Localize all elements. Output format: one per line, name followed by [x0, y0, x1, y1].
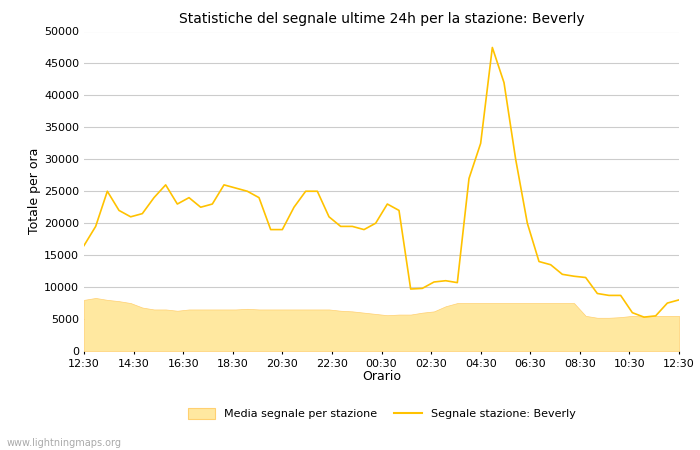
Y-axis label: Totale per ora: Totale per ora: [28, 148, 41, 234]
Title: Statistiche del segnale ultime 24h per la stazione: Beverly: Statistiche del segnale ultime 24h per l…: [178, 12, 584, 26]
X-axis label: Orario: Orario: [362, 370, 401, 383]
Legend: Media segnale per stazione, Segnale stazione: Beverly: Media segnale per stazione, Segnale staz…: [184, 405, 579, 423]
Text: www.lightningmaps.org: www.lightningmaps.org: [7, 438, 122, 448]
